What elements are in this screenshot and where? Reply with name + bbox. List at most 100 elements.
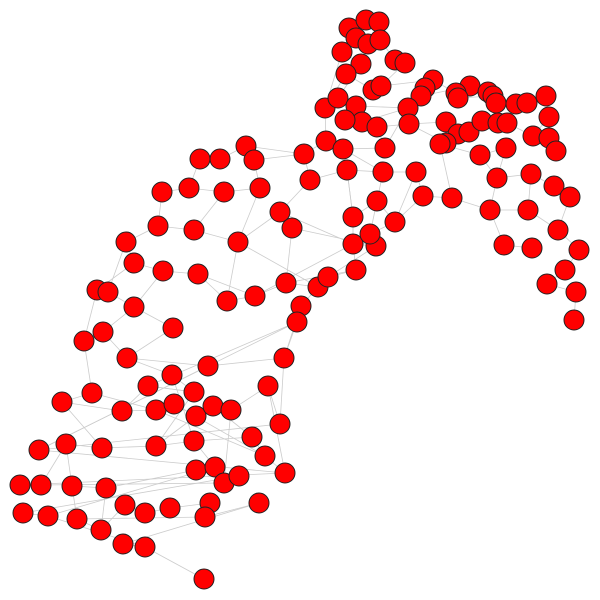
graph-node <box>293 143 315 165</box>
graph-edge <box>126 357 209 367</box>
graph-node <box>95 477 117 499</box>
graph-node <box>327 87 349 109</box>
graph-node <box>563 309 585 331</box>
graph-node <box>366 116 388 138</box>
graph-nodes <box>9 9 590 590</box>
graph-node <box>134 536 156 558</box>
graph-node <box>516 92 538 114</box>
graph-node <box>521 237 543 259</box>
graph-node <box>244 285 266 307</box>
graph-node <box>412 185 434 207</box>
graph-node <box>429 133 451 155</box>
graph-node <box>257 375 279 397</box>
graph-node <box>565 281 587 303</box>
graph-node <box>73 330 95 352</box>
graph-node <box>441 187 463 209</box>
graph-node <box>220 399 242 421</box>
graph-node <box>163 393 185 415</box>
graph-node <box>299 169 321 191</box>
graph-node <box>162 317 184 339</box>
graph-node <box>559 186 581 208</box>
graph-node <box>209 148 231 170</box>
graph-node <box>469 144 491 166</box>
graph-node <box>90 519 112 541</box>
graph-node <box>274 462 296 484</box>
graph-edge <box>38 321 298 451</box>
graph-node <box>273 347 295 369</box>
graph-node <box>185 405 207 427</box>
graph-node <box>496 112 518 134</box>
graph-node <box>55 433 77 455</box>
graph-node <box>243 149 265 171</box>
graph-node <box>334 109 356 131</box>
graph-node <box>66 508 88 530</box>
graph-node <box>97 281 119 303</box>
graph-node <box>485 92 507 114</box>
graph-node <box>269 201 291 223</box>
graph-edge <box>144 546 205 580</box>
graph-node <box>159 497 181 519</box>
graph-edge <box>237 241 319 288</box>
graph-node <box>317 266 339 288</box>
graph-node <box>116 347 138 369</box>
graph-node <box>538 106 560 128</box>
graph-node <box>479 199 501 221</box>
graph-node <box>248 492 270 514</box>
graph-node <box>51 391 73 413</box>
graph-node <box>359 223 381 245</box>
graph-node <box>183 381 205 403</box>
graph-node <box>61 475 83 497</box>
graph-edge <box>223 409 232 484</box>
graph-node <box>115 231 137 253</box>
graph-node <box>152 260 174 282</box>
graph-node <box>183 219 205 241</box>
graph-node <box>204 456 226 478</box>
graph-node <box>185 459 207 481</box>
graph-node <box>342 233 364 255</box>
graph-node <box>81 382 103 404</box>
graph-edge <box>22 475 240 514</box>
graph-edge <box>155 409 266 457</box>
graph-node <box>137 375 159 397</box>
graph-node <box>183 430 205 452</box>
graph-node <box>91 437 113 459</box>
graph-node <box>486 167 508 189</box>
graph-node <box>370 75 392 97</box>
graph-node <box>202 395 224 417</box>
graph-node <box>520 163 542 185</box>
graph-node <box>286 311 308 333</box>
graph-node <box>398 113 420 135</box>
graph-node <box>187 263 209 285</box>
graph-edge <box>254 243 354 297</box>
graph-node <box>568 239 590 261</box>
graph-node <box>92 321 114 343</box>
graph-node <box>161 364 183 386</box>
graph-node <box>368 11 390 33</box>
graph-node <box>369 29 391 51</box>
graph-node <box>405 161 427 183</box>
graph-node <box>275 272 297 294</box>
graph-node <box>269 413 291 435</box>
graph-node <box>394 52 416 74</box>
graph-node <box>228 465 250 487</box>
graph-node <box>114 494 136 516</box>
graph-node <box>493 234 515 256</box>
graph-node <box>315 130 337 152</box>
graph-node <box>536 273 558 295</box>
graph-node <box>111 400 133 422</box>
graph-edge <box>155 391 195 447</box>
graph-edge <box>279 357 285 425</box>
graph-node <box>189 148 211 170</box>
graph-node <box>342 206 364 228</box>
graph-node <box>254 445 276 467</box>
graph-node <box>147 215 169 237</box>
graph-node <box>12 502 34 524</box>
graph-node <box>145 435 167 457</box>
graph-node <box>281 217 303 239</box>
graph-node <box>350 53 372 75</box>
graph-node <box>193 568 215 590</box>
graph-node <box>28 439 50 461</box>
graph-node <box>227 231 249 253</box>
graph-node <box>30 474 52 496</box>
